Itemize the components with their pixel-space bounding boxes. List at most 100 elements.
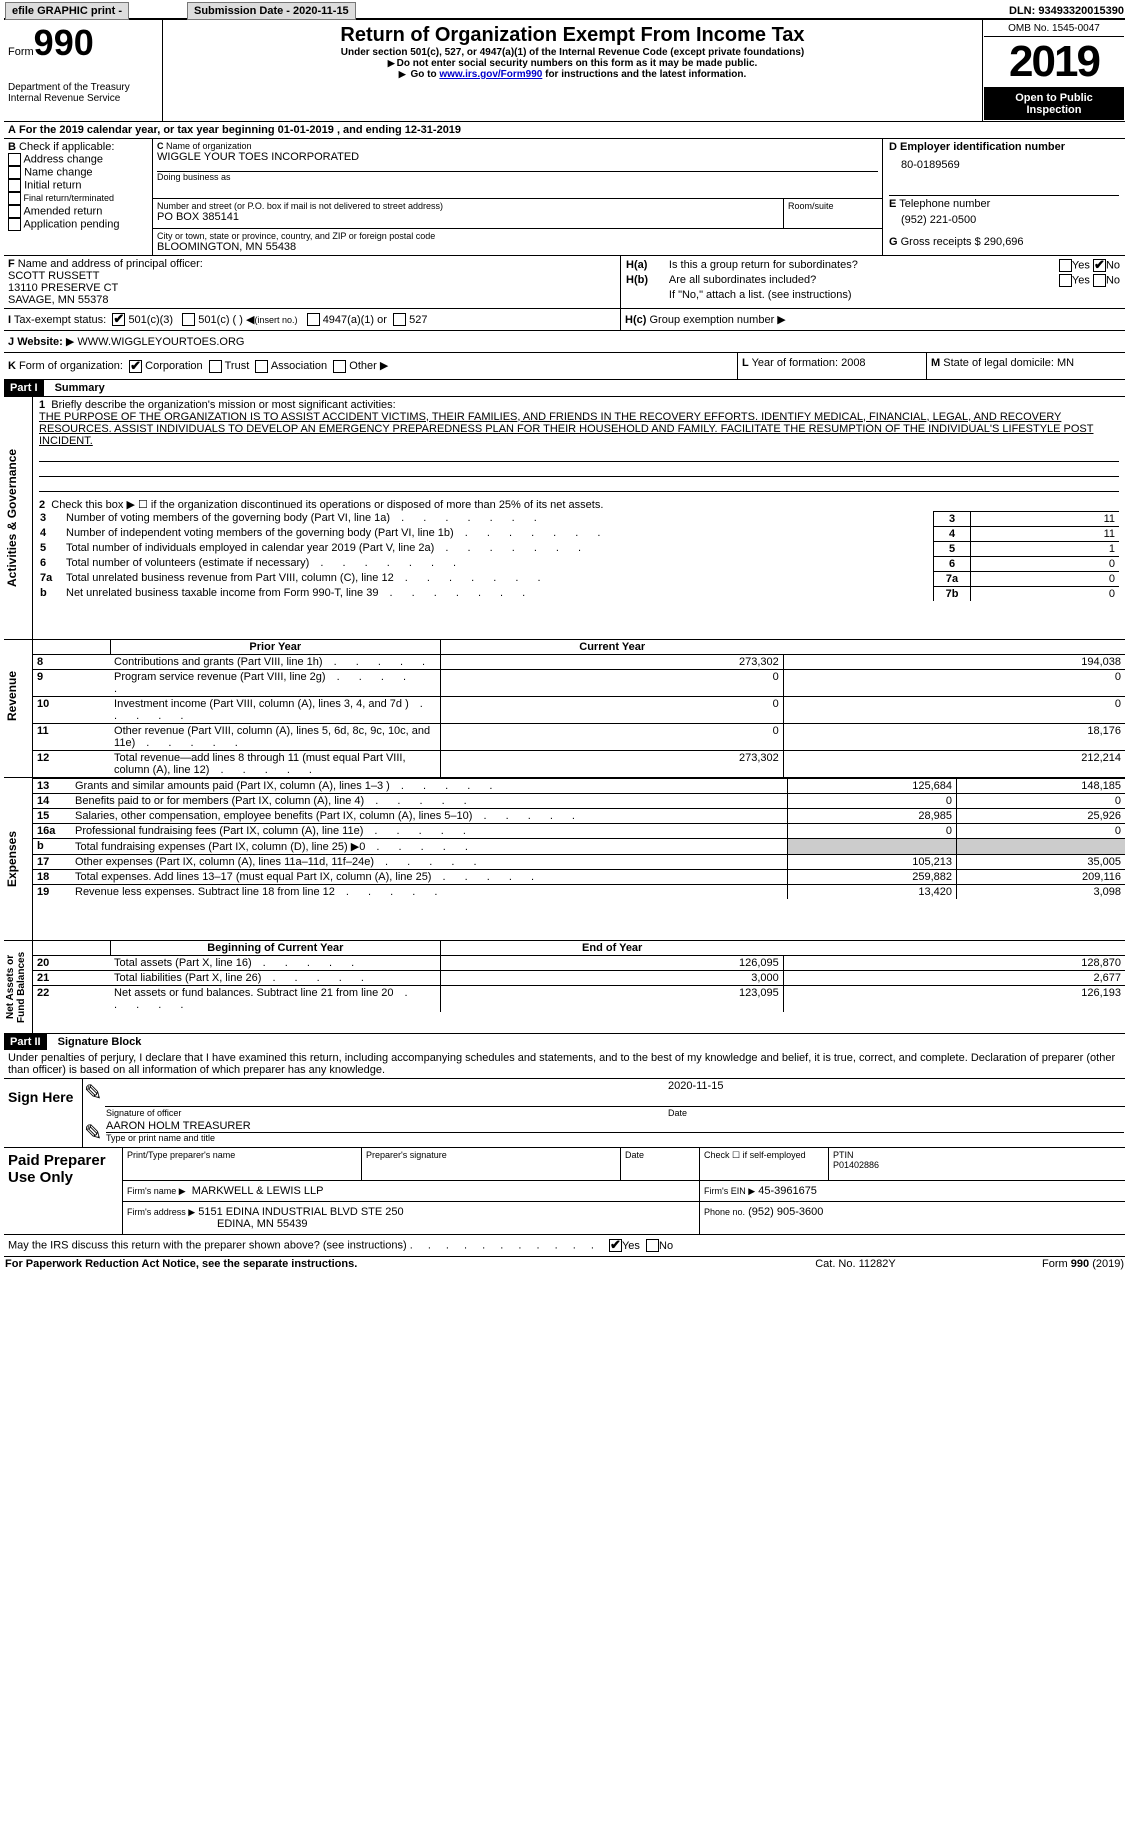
officer-name: SCOTT RUSSETT	[8, 270, 99, 282]
row-11: 11 Other revenue (Part VIII, column (A),…	[33, 723, 1125, 750]
gross-value: 290,696	[984, 236, 1024, 248]
irs-link[interactable]: www.irs.gov/Form990	[439, 69, 542, 80]
line2-text: Check this box ▶ ☐ if the organization d…	[51, 499, 603, 511]
check-trust[interactable]	[209, 360, 222, 373]
tax-status-row: I Tax-exempt status: 501(c)(3) 501(c) ( …	[4, 308, 1125, 331]
side-expenses: Expenses	[5, 779, 19, 939]
check-527[interactable]	[393, 313, 406, 326]
self-emp-check[interactable]: Check ☐ if self-employed	[700, 1148, 829, 1181]
gov-row-5: 5 Total number of individuals employed i…	[39, 541, 1119, 556]
check-amended[interactable]: Amended return	[8, 205, 148, 218]
ptin-value: P01402886	[833, 1160, 879, 1170]
Hb-answer[interactable]: Yes No	[1009, 273, 1121, 288]
check-4947[interactable]	[307, 313, 320, 326]
efile-button[interactable]: efile GRAPHIC print -	[5, 2, 129, 20]
row-18: 18 Total expenses. Add lines 13–17 (must…	[33, 869, 1125, 884]
row-21: 21 Total liabilities (Part X, line 26) .…	[33, 970, 1125, 985]
col-begin: Beginning of Current Year	[110, 941, 441, 956]
phone-value: (952) 221-0500	[889, 210, 1119, 226]
paid-preparer-block: Paid Preparer Use Only Print/Type prepar…	[4, 1148, 1125, 1235]
check-assoc[interactable]	[255, 360, 268, 373]
ein-label: Employer identification number	[900, 141, 1065, 153]
check-other[interactable]	[333, 360, 346, 373]
sig-date-val: 2020-11-15	[667, 1079, 1125, 1107]
submission-date: Submission Date - 2020-11-15	[187, 2, 356, 20]
mission-label: Briefly describe the organization's miss…	[51, 399, 395, 411]
Ha-answer[interactable]: Yes No	[1009, 258, 1121, 273]
check-initial-return[interactable]: Initial return	[8, 179, 148, 192]
dba-label: Doing business as	[157, 171, 878, 182]
state-domicile: MN	[1057, 357, 1074, 369]
row-13: 13 Grants and similar amounts paid (Part…	[33, 778, 1125, 793]
col-end: End of Year	[441, 941, 784, 956]
prep-name-label: Print/Type preparer's name	[123, 1148, 362, 1181]
firm-phone: (952) 905-3600	[748, 1206, 823, 1218]
addr-value: PO BOX 385141	[157, 211, 779, 223]
perjury-decl: Under penalties of perjury, I declare th…	[4, 1050, 1125, 1079]
check-501c3[interactable]	[112, 313, 125, 326]
discuss-no[interactable]: No	[646, 1240, 673, 1252]
boxC-name-label: Name of organization	[166, 141, 252, 151]
row-22: 22 Net assets or fund balances. Subtract…	[33, 985, 1125, 1012]
note-link: Go to www.irs.gov/Form990 for instructio…	[167, 69, 978, 80]
col-prior: Prior Year	[110, 640, 441, 655]
check-address-change[interactable]: Address change	[8, 153, 148, 166]
row-14: 14 Benefits paid to or for members (Part…	[33, 793, 1125, 808]
discuss-yes[interactable]: Yes	[609, 1240, 640, 1252]
side-governance: Activities & Governance	[5, 398, 19, 638]
officer-name-title: AARON HOLM TREASURER	[106, 1120, 1124, 1133]
H-note: If "No," attach a list. (see instruction…	[668, 288, 1121, 302]
side-revenue: Revenue	[5, 641, 19, 751]
footer-left: For Paperwork Reduction Act Notice, see …	[4, 1257, 767, 1271]
year-formation: 2008	[841, 357, 865, 369]
part1-table: Activities & Governance 1 Briefly descri…	[4, 397, 1125, 1033]
website-row: J Website: ▶ WWW.WIGGLEYOURTOES.ORG	[4, 330, 1125, 352]
entity-info: B Check if applicable: Address change Na…	[4, 138, 1125, 255]
Hc-label: Group exemption number	[650, 314, 775, 326]
gov-row-7a: 7a Total unrelated business revenue from…	[39, 571, 1119, 586]
addr-label: Number and street (or P.O. box if mail i…	[157, 201, 779, 211]
Hb-label: Are all subordinates included?	[668, 273, 1009, 288]
open-inspection-1: Open to Public	[1015, 92, 1093, 104]
room-label: Room/suite	[784, 199, 883, 228]
firm-ein: 45-3961675	[758, 1185, 817, 1197]
mission-text: THE PURPOSE OF THE ORGANIZATION IS TO AS…	[39, 411, 1094, 447]
row-8: 8 Contributions and grants (Part VIII, l…	[33, 654, 1125, 669]
period-line: A For the 2019 calendar year, or tax yea…	[4, 121, 1125, 138]
sig-date-label: Date	[667, 1107, 1125, 1120]
note-ssn: Do not enter social security numbers on …	[167, 58, 978, 69]
gov-row-6: 6 Total number of volunteers (estimate i…	[39, 556, 1119, 571]
gov-row-b: b Net unrelated business taxable income …	[39, 586, 1119, 601]
check-corp[interactable]	[129, 360, 142, 373]
ein-value: 80-0189569	[889, 153, 1119, 171]
firm-name: MARKWELL & LEWIS LLP	[192, 1185, 324, 1197]
officer-group-row: F Name and address of principal officer:…	[4, 255, 1125, 308]
omb-number: OMB No. 1545-0047	[984, 21, 1124, 37]
part1-header: Part I Summary	[4, 380, 1125, 397]
row-16a: 16a Professional fundraising fees (Part …	[33, 823, 1125, 838]
open-inspection-2: Inspection	[1026, 104, 1081, 116]
sign-here-block: Sign Here ✎ 2020-11-15 Signature of offi…	[4, 1079, 1125, 1149]
officer-addr1: 13110 PRESERVE CT	[8, 282, 118, 294]
form-label: Form	[8, 46, 34, 58]
check-name-change[interactable]: Name change	[8, 166, 148, 179]
ptin-label: PTIN	[833, 1150, 854, 1160]
form-number: 990	[34, 22, 94, 63]
row-b: b Total fundraising expenses (Part IX, c…	[33, 838, 1125, 854]
check-501c[interactable]	[182, 313, 195, 326]
part2-header: Part II Signature Block	[4, 1033, 1125, 1050]
check-final-return[interactable]: Final return/terminated	[8, 192, 148, 205]
check-app-pending[interactable]: Application pending	[8, 218, 148, 231]
klm-row: K Form of organization: Corporation Trus…	[4, 352, 1125, 380]
col-current: Current Year	[441, 640, 784, 655]
row-12: 12 Total revenue—add lines 8 through 11 …	[33, 750, 1125, 777]
dept-irs: Internal Revenue Service	[8, 93, 158, 104]
phone-label: Telephone number	[899, 198, 990, 210]
dept-treasury: Department of the Treasury	[8, 82, 158, 93]
firm-addr1: 5151 EDINA INDUSTRIAL BLVD STE 250	[198, 1206, 403, 1218]
prep-date-label: Date	[621, 1148, 700, 1181]
discuss-row: May the IRS discuss this return with the…	[4, 1235, 1125, 1257]
form-title: Return of Organization Exempt From Incom…	[167, 24, 978, 47]
sig-officer-label: Signature of officer	[105, 1107, 667, 1120]
form-header: Form990 Department of the Treasury Inter…	[4, 20, 1125, 121]
